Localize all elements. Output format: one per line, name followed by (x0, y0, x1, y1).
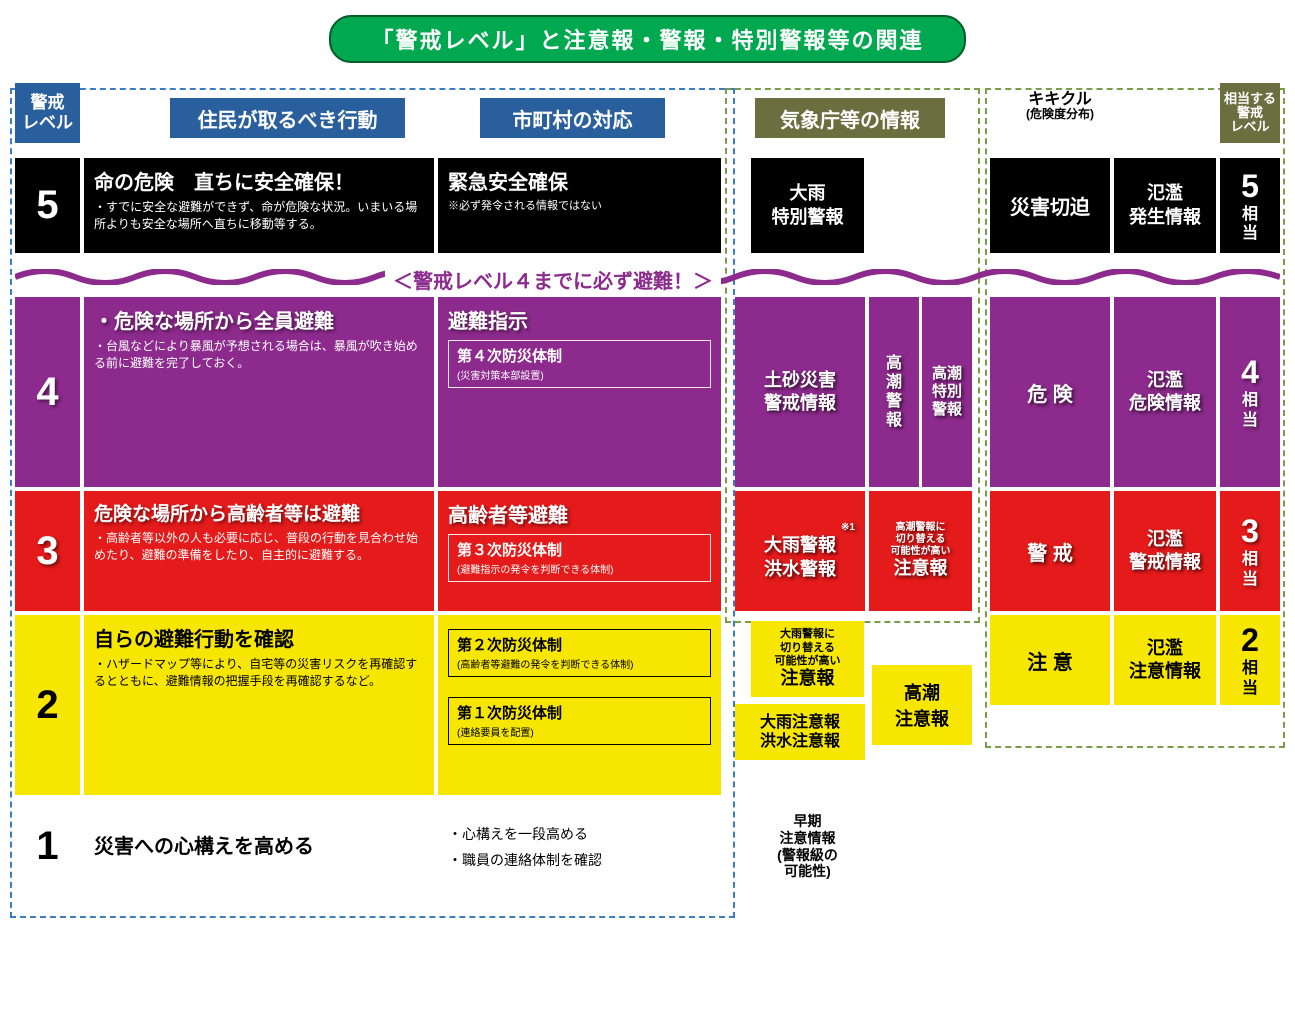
jma-info-4b1: 高潮 警報 (869, 297, 919, 487)
flood-info-5: 氾濫 発生情報 (1114, 158, 1216, 253)
resident-title-4: ・危険な場所から全員避難 (94, 305, 424, 334)
level-right-3: 3 相 当 (1220, 491, 1280, 611)
resident-action-4: ・危険な場所から全員避難 ・台風などにより暴風が予想される場合は、暴風が吹き始め… (84, 297, 434, 487)
municipality-1: ・心構えを一段高める ・職員の連絡体制を確認 (438, 799, 721, 894)
level-right-suffix-5: 相 当 (1242, 205, 1258, 243)
jma-info-2-upper: 大雨警報に 切り替える 可能性が高い 注意報 (751, 621, 864, 697)
muni-sub2-2: 第１次防災体制 (連絡要員を配置) (448, 697, 711, 745)
level-number-1: 1 (15, 799, 80, 894)
level-number-2: 2 (15, 615, 80, 795)
municipality-3: 高齢者等避難 第３次防災体制 (避難指示の発令を判断できる体制) (438, 491, 721, 611)
header-level-left: 警戒 レベル (15, 83, 80, 143)
alert-level-table: 警戒 レベル 住民が取るべき行動 市町村の対応 気象庁等の情報 キキクル (危険… (15, 83, 1280, 1003)
resident-desc-5: ・すでに安全な避難ができず、命が危険な状況。いまいる場所よりも安全な場所へ直ちに… (94, 199, 424, 233)
muni-title-3: 高齢者等避難 (448, 499, 711, 528)
row-level-4: 4 ・危険な場所から全員避難 ・台風などにより暴風が予想される場合は、暴風が吹き… (15, 297, 1280, 487)
level-right-num-4: 4 (1241, 354, 1259, 391)
jma-info-2b: 高潮 注意報 (872, 665, 972, 745)
jma-info-4a: 土砂災害 警戒情報 (735, 297, 865, 487)
muni-sub1-4: 第４次防災体制 (災害対策本部設置) (448, 340, 711, 388)
jma-note-3: ※1 (841, 521, 855, 534)
jma-info-4b2: 高潮 特別 警報 (922, 297, 972, 487)
resident-action-3: 危険な場所から高齢者等は避難 ・高齢者等以外の人も必要に応じ、普段の行動を見合わ… (84, 491, 434, 611)
resident-title-1: 災害への心構えを高める (94, 830, 314, 859)
wave-separator: ＜警戒レベル４までに必ず避難！＞ (15, 257, 1280, 297)
muni-sub1-3: 第３次防災体制 (避難指示の発令を判断できる体制) (448, 534, 711, 582)
muni-title-4: 避難指示 (448, 305, 711, 334)
resident-title-3: 危険な場所から高齢者等は避難 (94, 499, 424, 526)
row-level-2: 2 自らの避難行動を確認 ・ハザードマップ等により、自宅等の災害リスクを再確認す… (15, 615, 1280, 795)
resident-title-5: 命の危険 直ちに安全確保！ (94, 166, 424, 195)
muni-sub1-2: 第２次防災体制 (高齢者等避難の発令を判断できる体制) (448, 629, 711, 677)
wave-text: ＜警戒レベル４までに必ず避難！＞ (385, 265, 721, 294)
muni-desc2-1: ・職員の連絡体制を確認 (448, 850, 711, 870)
row-level-1: 1 災害への心構えを高める ・心構えを一段高める ・職員の連絡体制を確認 早期 … (15, 799, 1280, 894)
kikikuru-4: 危 険 (990, 297, 1110, 487)
jma-info-5: 大雨 特別警報 (751, 158, 864, 253)
municipality-5: 緊急安全確保 ※必ず発令される情報ではない (438, 158, 721, 253)
muni-desc-5: ※必ず発令される情報ではない (448, 199, 711, 214)
level-right-num-3: 3 (1241, 513, 1259, 550)
municipality-4: 避難指示 第４次防災体制 (災害対策本部設置) (438, 297, 721, 487)
level-right-4: 4 相 当 (1220, 297, 1280, 487)
jma-info-1: 早期 注意情報 (警報級の 可能性) (751, 799, 864, 894)
flood-info-2: 氾濫 注意情報 (1114, 615, 1216, 705)
header-kikikuru-sub: (危険度分布) (1026, 108, 1094, 121)
level-right-num-2: 2 (1241, 622, 1259, 659)
row-level-5: 5 命の危険 直ちに安全確保！ ・すでに安全な避難ができず、命が危険な状況。いま… (15, 158, 1280, 253)
page-title: 「警戒レベル」と注意報・警報・特別警報等の関連 (329, 15, 965, 63)
resident-desc-4: ・台風などにより暴風が予想される場合は、暴風が吹き始める前に避難を完了しておく。 (94, 338, 424, 372)
level-right-suffix-3: 相 当 (1242, 550, 1258, 588)
header-resident: 住民が取るべき行動 (170, 98, 405, 138)
header-level-right: 相当する 警戒 レベル (1220, 83, 1280, 143)
header-kikikuru-main: キキクル (1028, 91, 1092, 109)
level-right-suffix-4: 相 当 (1242, 391, 1258, 429)
resident-action-1: 災害への心構えを高める (84, 799, 434, 894)
resident-desc-2: ・ハザードマップ等により、自宅等の災害リスクを再確認するとともに、避難情報の把握… (94, 656, 424, 690)
flood-info-4: 氾濫 危険情報 (1114, 297, 1216, 487)
level-number-4: 4 (15, 297, 80, 487)
header-municipality: 市町村の対応 (480, 98, 665, 138)
resident-desc-3: ・高齢者等以外の人も必要に応じ、普段の行動を見合わせ始めたり、避難の準備をしたり… (94, 530, 424, 564)
level-right-num-5: 5 (1241, 168, 1259, 205)
jma-info-3b: 高潮警報に 切り替える 可能性が高い 注意報 (869, 491, 972, 611)
kikikuru-3: 警 戒 (990, 491, 1110, 611)
flood-info-3: 氾濫 警戒情報 (1114, 491, 1216, 611)
jma-info-2-lower: 大雨注意報 洪水注意報 (735, 704, 865, 760)
muni-title-5: 緊急安全確保 (448, 166, 711, 195)
resident-title-2: 自らの避難行動を確認 (94, 623, 424, 652)
kikikuru-5: 災害切迫 (990, 158, 1110, 253)
kikikuru-2: 注 意 (990, 615, 1110, 705)
level-number-3: 3 (15, 491, 80, 611)
level-right-suffix-2: 相 当 (1242, 659, 1258, 697)
jma-info-3a: ※1 大雨警報 洪水警報 (735, 491, 865, 611)
resident-action-2: 自らの避難行動を確認 ・ハザードマップ等により、自宅等の災害リスクを再確認すると… (84, 615, 434, 795)
row-level-3: 3 危険な場所から高齢者等は避難 ・高齢者等以外の人も必要に応じ、普段の行動を見… (15, 491, 1280, 611)
municipality-2: 第２次防災体制 (高齢者等避難の発令を判断できる体制) 第１次防災体制 (連絡要… (438, 615, 721, 795)
level-right-2: 2 相 当 (1220, 615, 1280, 705)
resident-action-5: 命の危険 直ちに安全確保！ ・すでに安全な避難ができず、命が危険な状況。いまいる… (84, 158, 434, 253)
header-jma: 気象庁等の情報 (755, 98, 945, 138)
level-right-5: 5 相 当 (1220, 158, 1280, 253)
muni-desc1-1: ・心構えを一段高める (448, 824, 711, 844)
header-kikikuru: キキクル (危険度分布) (1000, 86, 1120, 126)
level-number-5: 5 (15, 158, 80, 253)
